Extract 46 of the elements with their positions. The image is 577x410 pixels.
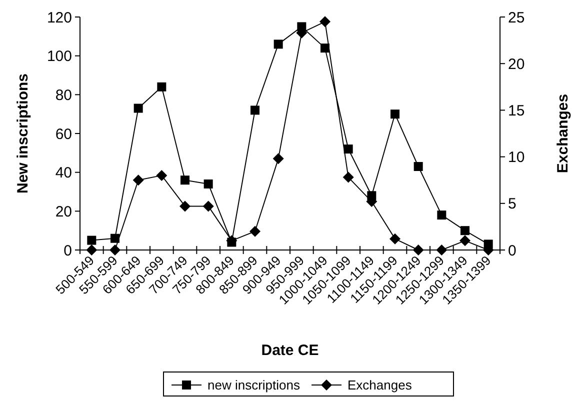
point [110, 244, 120, 256]
point [110, 234, 120, 243]
y-axis-title: New inscriptions [14, 73, 32, 194]
y2-tick-label: 20 [508, 56, 525, 73]
point [342, 172, 354, 183]
point [390, 110, 400, 119]
point [157, 82, 166, 92]
y-tick-label: 120 [46, 9, 72, 26]
point [436, 244, 448, 256]
point [87, 236, 96, 245]
y-tick-label: 100 [46, 48, 72, 66]
point [202, 200, 214, 212]
point [390, 233, 400, 244]
point [412, 244, 424, 256]
y2-tick-label: 25 [508, 9, 525, 26]
point [132, 174, 144, 186]
point [460, 235, 470, 246]
y-tick-label: 60 [55, 126, 72, 143]
point [344, 144, 353, 154]
y2-tick-label: 5 [508, 196, 516, 213]
legend-label: new inscriptions [208, 378, 300, 393]
point [180, 176, 190, 185]
point [414, 162, 423, 172]
point [86, 244, 98, 256]
y-tick-label: 20 [55, 203, 72, 220]
point [320, 44, 330, 53]
x-axis-title: Date CE [261, 342, 319, 359]
point [204, 179, 213, 188]
point [134, 104, 143, 113]
point [180, 200, 190, 212]
legend-label: Exchanges [348, 378, 412, 393]
point [320, 16, 330, 28]
point [250, 106, 260, 115]
y2-tick-label: 0 [508, 242, 516, 260]
y-tick-label: 40 [55, 164, 72, 182]
point [460, 226, 470, 236]
y2-tick-label: 15 [508, 102, 525, 120]
point [156, 170, 168, 181]
point [250, 226, 260, 237]
y2-tick-label: 10 [508, 149, 525, 166]
y-tick-label: 80 [55, 86, 72, 104]
y-tick-label: 0 [64, 242, 72, 260]
point [274, 40, 283, 49]
point [272, 153, 284, 164]
point [437, 210, 446, 220]
y2-axis-title: Exchanges [554, 94, 572, 174]
